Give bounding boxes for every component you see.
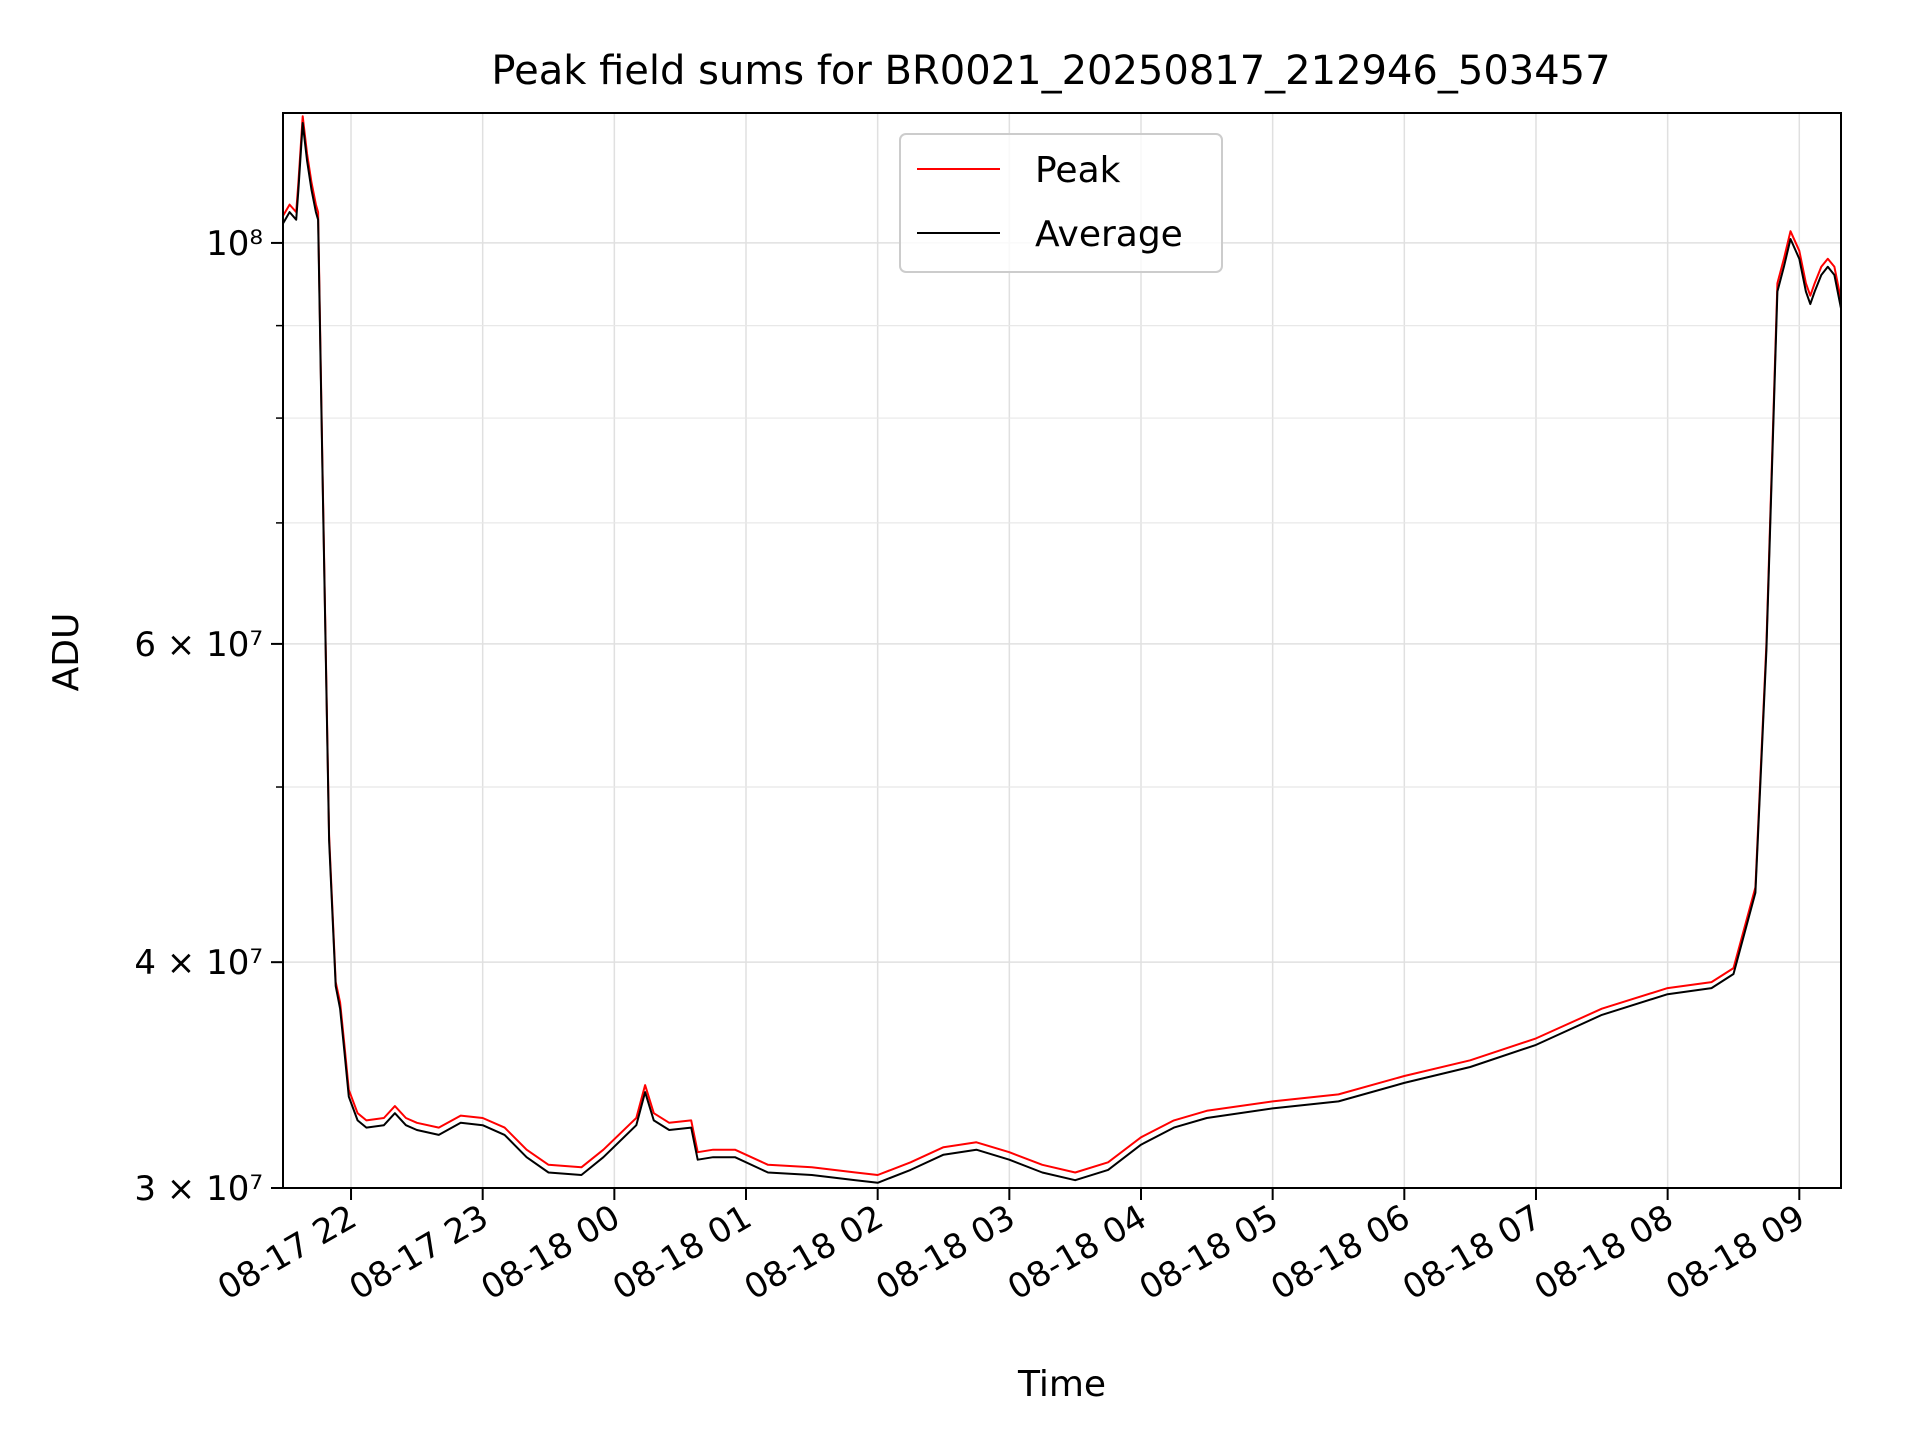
legend-label-average: Average: [1035, 214, 1183, 255]
y-tick-label: 6 × 10⁷: [134, 625, 263, 665]
x-tick-label: 08-18 03: [869, 1197, 1021, 1308]
y-axis: 3 × 10⁷ 4 × 10⁷ 6 × 10⁷ 10⁸: [134, 224, 283, 1209]
grid-lines: [283, 113, 1841, 1189]
y-tick-label: 3 × 10⁷: [134, 1169, 263, 1209]
y-tick-label: 4 × 10⁷: [134, 943, 263, 983]
chart-title: Peak field sums for BR0021_20250817_2129…: [491, 48, 1610, 94]
x-axis-label: Time: [1017, 1364, 1106, 1405]
series-line-average: [282, 122, 1842, 1184]
x-tick-label: 08-18 09: [1659, 1197, 1811, 1308]
series-layer: [282, 115, 1842, 1184]
legend-label-peak: Peak: [1035, 150, 1121, 191]
x-tick-label: 08-18 04: [1001, 1197, 1153, 1308]
x-tick-label: 08-18 05: [1133, 1197, 1285, 1308]
y-tick-label: 10⁸: [206, 224, 263, 264]
plot-frame: [282, 112, 1842, 1189]
x-tick-label: 08-18 02: [738, 1197, 890, 1308]
x-tick-label: 08-17 23: [343, 1197, 495, 1308]
series-line-peak: [282, 115, 1842, 1176]
x-tick-label: 08-18 06: [1264, 1197, 1416, 1308]
x-tick-label: 08-18 07: [1396, 1197, 1548, 1308]
legend: Peak Average: [899, 133, 1223, 273]
x-tick-label: 08-18 01: [606, 1197, 758, 1308]
x-tick-label: 08-18 08: [1528, 1197, 1680, 1308]
y-axis-label: ADU: [46, 613, 87, 692]
x-tick-label: 08-17 22: [211, 1197, 363, 1308]
x-tick-label: 08-18 00: [474, 1197, 626, 1308]
